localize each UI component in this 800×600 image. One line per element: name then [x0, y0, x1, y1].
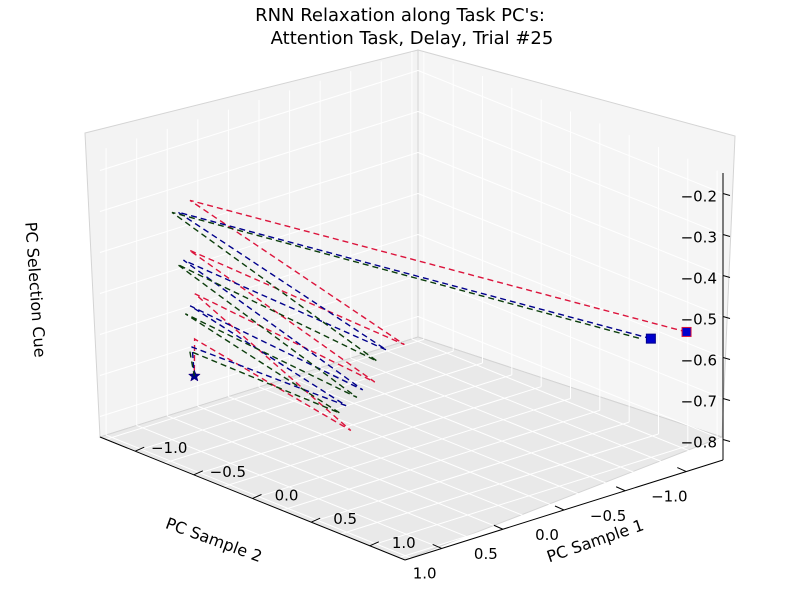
x-tick-label: −1.0	[151, 439, 187, 457]
floor-grid-line	[136, 424, 442, 549]
z-tick-mark	[722, 357, 731, 360]
floor-grid-line	[311, 421, 630, 523]
wall-grid-line	[99, 70, 419, 171]
wall-grid-line	[99, 193, 419, 294]
wall-grid-line	[417, 152, 724, 276]
x-tick-label: 1.0	[392, 534, 416, 552]
series-line	[177, 211, 652, 407]
x-tick-mark	[310, 517, 321, 523]
z-tick-label: −0.3	[681, 229, 717, 247]
wall-grid-line	[417, 111, 724, 235]
wall-grid-line	[417, 70, 724, 194]
y-tick-mark	[677, 467, 687, 472]
z-tick-mark	[722, 275, 731, 278]
floor-grid-line	[258, 386, 565, 511]
series-line	[188, 199, 687, 432]
z-tick-mark	[722, 398, 731, 401]
z-tick-label: −0.6	[681, 352, 717, 370]
y-tick-mark	[554, 505, 565, 511]
floor-grid-line	[281, 409, 600, 511]
x-tick-mark	[252, 494, 262, 499]
wall-grid-line	[417, 316, 724, 440]
x-tick-mark	[134, 446, 145, 452]
y-tick-mark	[615, 486, 626, 492]
y-tick-label: 0.0	[535, 526, 559, 544]
floor-grid-line	[167, 415, 473, 540]
floor-grid-line	[228, 396, 534, 521]
z-tick-label: −0.5	[681, 311, 717, 329]
x-tick-label: −0.5	[210, 463, 246, 481]
x-tick-label: 0.0	[275, 487, 299, 505]
z-axis-label: PC Selection Cue	[21, 221, 49, 358]
y-axis-label: PC Sample 2	[163, 514, 265, 566]
floor-grid-line	[105, 434, 412, 559]
axes	[99, 173, 731, 561]
pane-walls	[84, 49, 736, 561]
tick-labels: −1.0 −0.5 0.0 0.5 1.0 1.0 0.5 0.0 −0.5 −1.0 −0.2 −0…	[151, 188, 717, 583]
z-tick-mark	[722, 193, 731, 196]
series-start-marker	[681, 326, 692, 337]
wall-grid-line	[417, 275, 724, 399]
chart-title: RNN Relaxation along Task PC's:	[255, 5, 545, 26]
series-start-marker	[645, 333, 656, 344]
data-series	[171, 199, 692, 432]
wall-grid-line	[99, 152, 419, 253]
x-tick-mark	[193, 470, 204, 476]
z-tick-label: −0.2	[681, 188, 717, 206]
y-tick-label: −1.0	[651, 488, 687, 506]
wall-grid-line	[99, 234, 419, 335]
floor-grid-line	[197, 405, 504, 530]
grid-lines	[99, 51, 724, 559]
wall-grid-line	[99, 316, 419, 417]
z-tick-mark	[722, 234, 731, 237]
wall-grid-line	[417, 234, 724, 358]
z-tick-label: −0.8	[681, 434, 717, 452]
x-tick-mark	[369, 541, 380, 547]
y-tick-mark	[432, 544, 442, 549]
chart-subtitle: Attention Task, Delay, Trial #25	[271, 28, 554, 49]
z-tick-label: −0.7	[681, 393, 717, 411]
x-tick-label: 0.5	[333, 510, 357, 528]
y-tick-label: 1.0	[413, 564, 437, 582]
floor-grid-line	[369, 445, 688, 547]
y-tick-label: −0.5	[590, 507, 626, 525]
series-line	[171, 211, 640, 414]
z-tick-label: −0.4	[681, 270, 717, 288]
z-tick-mark	[722, 316, 731, 319]
floor-grid-line	[340, 433, 659, 535]
y-tick-label: 0.5	[474, 545, 498, 563]
z-tick-mark	[722, 439, 731, 442]
y-tick-mark	[493, 524, 504, 530]
wall-grid-line	[417, 193, 724, 317]
wall-grid-line	[99, 111, 419, 212]
